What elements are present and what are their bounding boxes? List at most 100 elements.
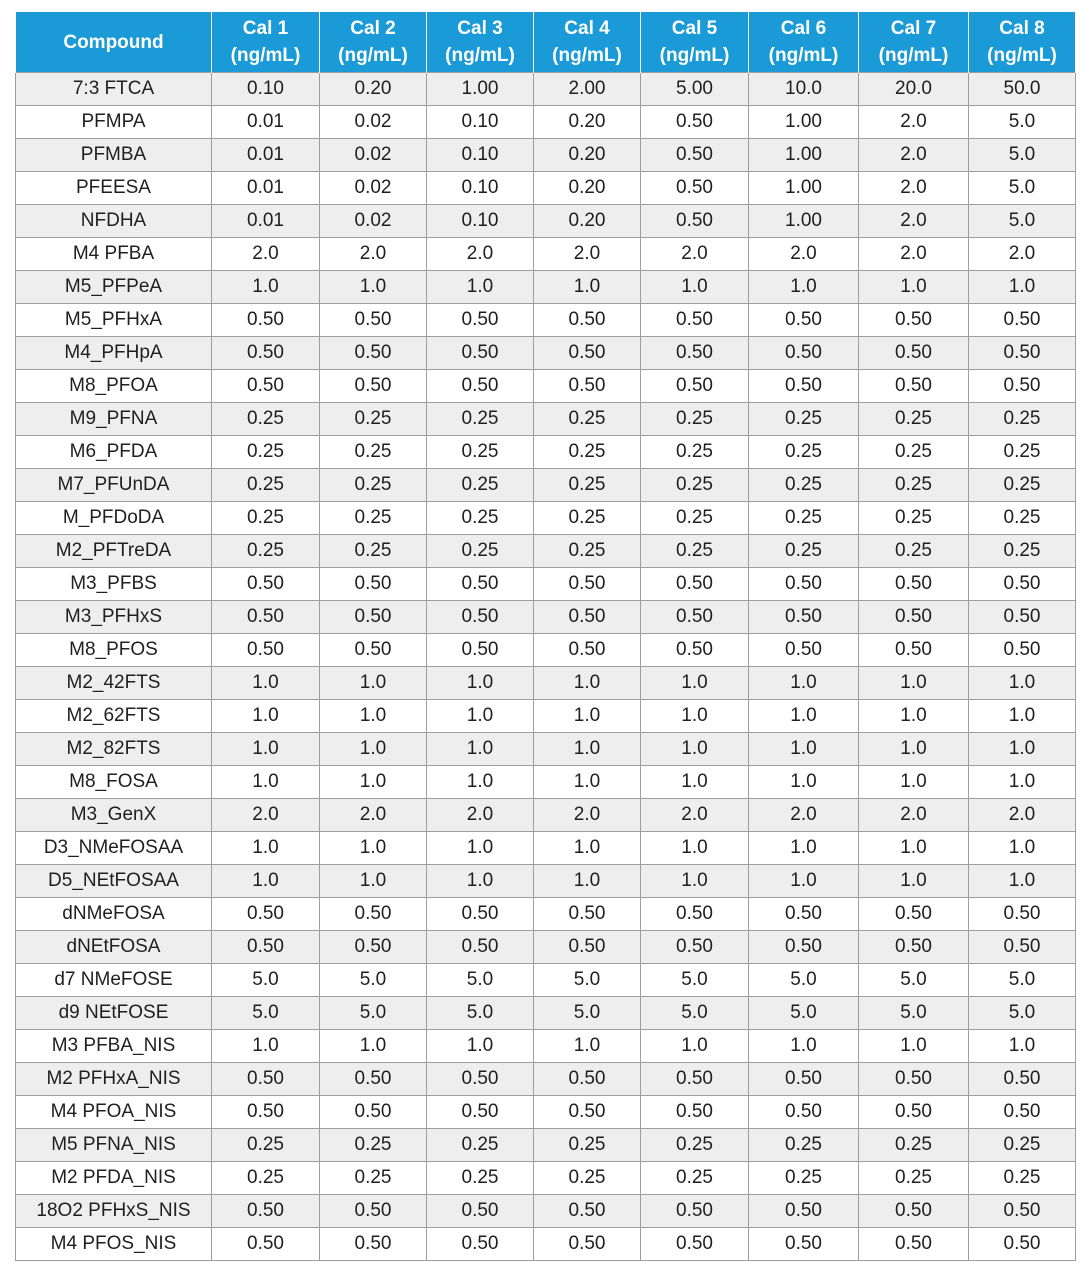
header-cal-name: Cal 6 xyxy=(780,18,827,39)
cal-8-cell: 0.25 xyxy=(968,534,1076,568)
compound-cell: M4 PFBA xyxy=(15,237,212,271)
cal-3-cell: 1.00 xyxy=(426,72,534,106)
cal-7-cell: 0.25 xyxy=(858,1161,969,1195)
cal-8-cell: 0.50 xyxy=(968,1227,1076,1261)
cal-3-cell: 0.10 xyxy=(426,105,534,139)
compound-cell: D5_NEtFOSAA xyxy=(15,864,212,898)
cal-1-cell: 0.50 xyxy=(211,1227,320,1261)
cal-2-cell: 0.50 xyxy=(319,336,427,370)
cal-2-cell: 0.25 xyxy=(319,534,427,568)
cal-3-cell: 0.25 xyxy=(426,501,534,535)
cal-2-cell: 1.0 xyxy=(319,699,427,733)
cal-2-cell: 0.50 xyxy=(319,633,427,667)
compound-cell: M_PFDoDA xyxy=(15,501,212,535)
table-row: M8_PFOS 0.50 0.50 0.50 0.50 0.50 0.50 0.50 0.50 xyxy=(15,633,1076,667)
cal-8-cell: 1.0 xyxy=(968,699,1076,733)
table-row: M_PFDoDA 0.25 0.25 0.25 0.25 0.25 0.25 0.25 0.25 xyxy=(15,501,1076,535)
compound-cell: M4 PFOA_NIS xyxy=(15,1095,212,1129)
cal-3-cell: 0.25 xyxy=(426,402,534,436)
cal-5-cell: 0.25 xyxy=(640,1128,749,1162)
table-row: M5 PFNA_NIS 0.25 0.25 0.25 0.25 0.25 0.25 0.25 0… xyxy=(15,1128,1076,1162)
cal-2-cell: 0.50 xyxy=(319,930,427,964)
cal-1-cell: 0.01 xyxy=(211,204,320,238)
cal-8-cell: 2.0 xyxy=(968,798,1076,832)
cal-3-cell: 0.50 xyxy=(426,1194,534,1228)
cal-7-cell: 1.0 xyxy=(858,1029,969,1063)
cal-6-cell: 0.25 xyxy=(748,402,859,436)
cal-2-cell: 0.20 xyxy=(319,72,427,106)
cal-3-cell: 1.0 xyxy=(426,864,534,898)
cal-1-cell: 0.50 xyxy=(211,303,320,337)
cal-6-cell: 10.0 xyxy=(748,72,859,106)
compound-cell: d9 NEtFOSE xyxy=(15,996,212,1030)
cal-1-cell: 0.50 xyxy=(211,600,320,634)
cal-1-cell: 1.0 xyxy=(211,699,320,733)
cal-3-cell: 5.0 xyxy=(426,996,534,1030)
compound-cell: dNMeFOSA xyxy=(15,897,212,931)
cal-1-cell: 0.25 xyxy=(211,435,320,469)
table-row: PFMBA 0.01 0.02 0.10 0.20 0.50 1.00 2.0 5.0 xyxy=(15,138,1076,172)
cal-1-cell: 2.0 xyxy=(211,798,320,832)
table-row: M2_62FTS 1.0 1.0 1.0 1.0 1.0 1.0 1.0 1.0 xyxy=(15,699,1076,733)
cal-7-cell: 1.0 xyxy=(858,732,969,766)
cal-5-cell: 2.0 xyxy=(640,798,749,832)
cal-5-cell: 1.0 xyxy=(640,270,749,304)
cal-8-cell: 5.0 xyxy=(968,105,1076,139)
cal-7-cell: 2.0 xyxy=(858,138,969,172)
calibration-table-container: Compound Cal 1 (ng/mL) Cal 2 (ng/mL) Cal 3… xyxy=(15,12,1076,1261)
header-cal-5: Cal 5 (ng/mL) xyxy=(640,12,749,73)
cal-3-cell: 0.50 xyxy=(426,897,534,931)
table-row: M4_PFHpA 0.50 0.50 0.50 0.50 0.50 0.50 0.50 0.50 xyxy=(15,336,1076,370)
header-cal-name: Cal 7 xyxy=(890,18,937,39)
cal-8-cell: 5.0 xyxy=(968,963,1076,997)
cal-5-cell: 0.50 xyxy=(640,930,749,964)
compound-cell: M8_PFOS xyxy=(15,633,212,667)
cal-2-cell: 0.02 xyxy=(319,138,427,172)
compound-cell: M3_PFBS xyxy=(15,567,212,601)
cal-3-cell: 0.50 xyxy=(426,600,534,634)
cal-5-cell: 0.25 xyxy=(640,501,749,535)
cal-6-cell: 0.50 xyxy=(748,1062,859,1096)
cal-1-cell: 2.0 xyxy=(211,237,320,271)
cal-7-cell: 2.0 xyxy=(858,237,969,271)
cal-7-cell: 0.50 xyxy=(858,930,969,964)
cal-7-cell: 5.0 xyxy=(858,963,969,997)
cal-5-cell: 0.50 xyxy=(640,1062,749,1096)
cal-3-cell: 2.0 xyxy=(426,237,534,271)
cal-4-cell: 0.20 xyxy=(533,171,641,205)
cal-1-cell: 0.25 xyxy=(211,1161,320,1195)
cal-4-cell: 0.50 xyxy=(533,567,641,601)
table-row: M2 PFHxA_NIS 0.50 0.50 0.50 0.50 0.50 0.50 0.50… xyxy=(15,1062,1076,1096)
cal-7-cell: 0.50 xyxy=(858,633,969,667)
cal-7-cell: 1.0 xyxy=(858,270,969,304)
cal-5-cell: 5.0 xyxy=(640,963,749,997)
cal-1-cell: 0.25 xyxy=(211,402,320,436)
cal-1-cell: 1.0 xyxy=(211,864,320,898)
cal-4-cell: 0.50 xyxy=(533,897,641,931)
cal-3-cell: 0.25 xyxy=(426,435,534,469)
cal-6-cell: 1.00 xyxy=(748,138,859,172)
cal-6-cell: 5.0 xyxy=(748,996,859,1030)
cal-4-cell: 1.0 xyxy=(533,270,641,304)
cal-4-cell: 0.50 xyxy=(533,1227,641,1261)
cal-7-cell: 0.25 xyxy=(858,501,969,535)
cal-8-cell: 1.0 xyxy=(968,1029,1076,1063)
cal-3-cell: 0.50 xyxy=(426,633,534,667)
cal-4-cell: 2.0 xyxy=(533,798,641,832)
header-cal-2: Cal 2 (ng/mL) xyxy=(319,12,427,73)
cal-8-cell: 5.0 xyxy=(968,204,1076,238)
cal-2-cell: 0.25 xyxy=(319,501,427,535)
cal-1-cell: 0.01 xyxy=(211,171,320,205)
cal-8-cell: 5.0 xyxy=(968,138,1076,172)
cal-3-cell: 1.0 xyxy=(426,270,534,304)
cal-8-cell: 0.50 xyxy=(968,567,1076,601)
cal-5-cell: 0.50 xyxy=(640,303,749,337)
cal-1-cell: 5.0 xyxy=(211,996,320,1030)
header-cal-name: Cal 8 xyxy=(999,18,1045,39)
cal-5-cell: 0.50 xyxy=(640,633,749,667)
cal-5-cell: 0.50 xyxy=(640,171,749,205)
cal-8-cell: 0.25 xyxy=(968,468,1076,502)
cal-6-cell: 1.0 xyxy=(748,666,859,700)
cal-5-cell: 0.50 xyxy=(640,1095,749,1129)
table-row: M4 PFOS_NIS 0.50 0.50 0.50 0.50 0.50 0.50 0.50 0… xyxy=(15,1227,1076,1261)
